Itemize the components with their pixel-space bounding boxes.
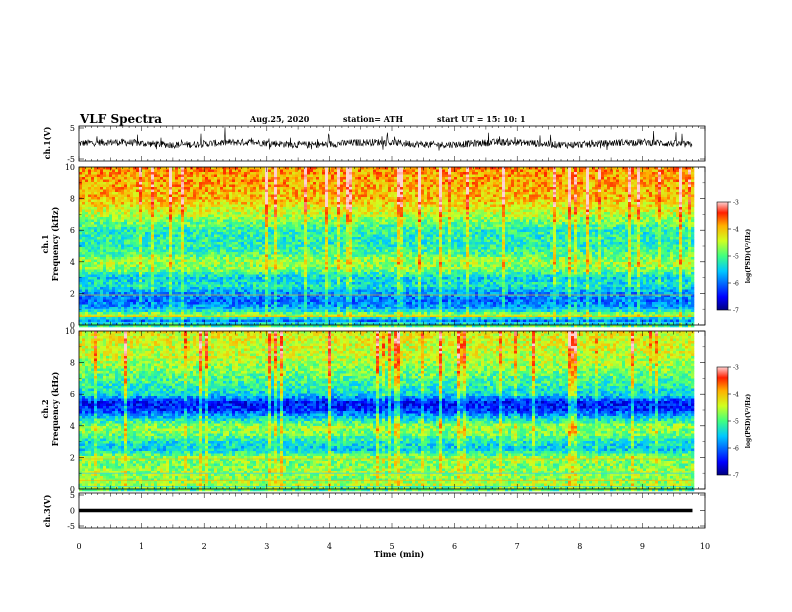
figure-title: VLF Spectra [79, 112, 162, 126]
start-time-label: start UT = 15: 10: 1 [437, 114, 526, 124]
colorbar-ch2-label: log(PSD)(V²/Hz) [745, 394, 752, 449]
x-tick-label: 3 [264, 542, 269, 551]
y-tick-label: 8 [70, 195, 75, 204]
y-tick-label: 0 [70, 507, 75, 516]
ch1-waveform-ylabel: ch.1(V) [42, 126, 52, 159]
waveform-ch1-panel: 5-5 [67, 124, 705, 164]
x-tick-label: 10 [700, 542, 710, 551]
x-tick-label: 0 [76, 542, 81, 551]
y-tick-label: 5 [70, 124, 75, 133]
ch3-waveform-ylabel: ch.3(V) [42, 494, 52, 527]
y-tick-label: 8 [70, 359, 75, 368]
colorbar-tick-label: -6 [733, 281, 739, 288]
y-tick-label: 2 [70, 453, 75, 462]
colorbar-tick-label: -5 [733, 419, 739, 426]
colorbar-ch1: -3 -4 -5 -6 -7 log(PSD)(V²/Hz) [717, 200, 752, 315]
x-tick-label: 6 [452, 542, 457, 551]
colorbar-ch1-gradient [717, 202, 728, 310]
ch1-spectrogram-ylabel: Frequency (kHz) [50, 206, 60, 281]
colorbar-tick-label: -3 [733, 365, 739, 372]
y-tick-label: 4 [70, 422, 75, 431]
colorbar-tick-label: -4 [733, 392, 739, 399]
x-axis-label: Time (min) [374, 549, 424, 559]
y-tick-label: 6 [70, 390, 75, 399]
x-tick-label: 9 [640, 542, 645, 551]
colorbar-ch2-gradient [717, 367, 728, 475]
x-tick-label: 2 [202, 542, 207, 551]
y-tick-label: 10 [65, 327, 75, 336]
x-tick-label: 1 [139, 542, 144, 551]
y-tick-label: 4 [70, 258, 75, 267]
ch1-waveform-line [79, 127, 692, 150]
colorbar-ch2: -3 -4 -5 -6 -7 log(PSD)(V²/Hz) [717, 365, 752, 480]
y-tick-label: 6 [70, 226, 75, 235]
colorbar-tick-label: -7 [733, 308, 739, 315]
ch1-spectrogram-ylabel-top: ch.1 [40, 234, 50, 253]
colorbar-tick-label: -5 [733, 254, 739, 261]
x-tick-label: 4 [327, 542, 332, 551]
date-label: Aug.25, 2020 [249, 114, 310, 124]
colorbar-tick-label: -7 [733, 473, 739, 480]
colorbar-tick-label: -3 [733, 200, 739, 207]
y-tick-label: 10 [65, 163, 75, 172]
x-tick-label: 7 [515, 542, 520, 551]
y-tick-label: -5 [67, 522, 75, 531]
waveform-ch3-panel: 5 0 -5 [67, 491, 705, 531]
ch3-waveform-band [79, 509, 692, 513]
ch2-spectrogram-ylabel: Frequency (kHz) [50, 371, 60, 446]
colorbar-tick-label: -6 [733, 446, 739, 453]
ch2-spectrogram-ylabel-top: ch.2 [40, 399, 50, 418]
y-tick-label: 5 [70, 491, 75, 500]
y-tick-label: 2 [70, 289, 75, 298]
station-label: station= ATH [343, 114, 403, 124]
x-tick-label: 8 [577, 542, 582, 551]
colorbar-ch1-label: log(PSD)(V²/Hz) [745, 229, 752, 284]
colorbar-tick-label: -4 [733, 227, 739, 234]
